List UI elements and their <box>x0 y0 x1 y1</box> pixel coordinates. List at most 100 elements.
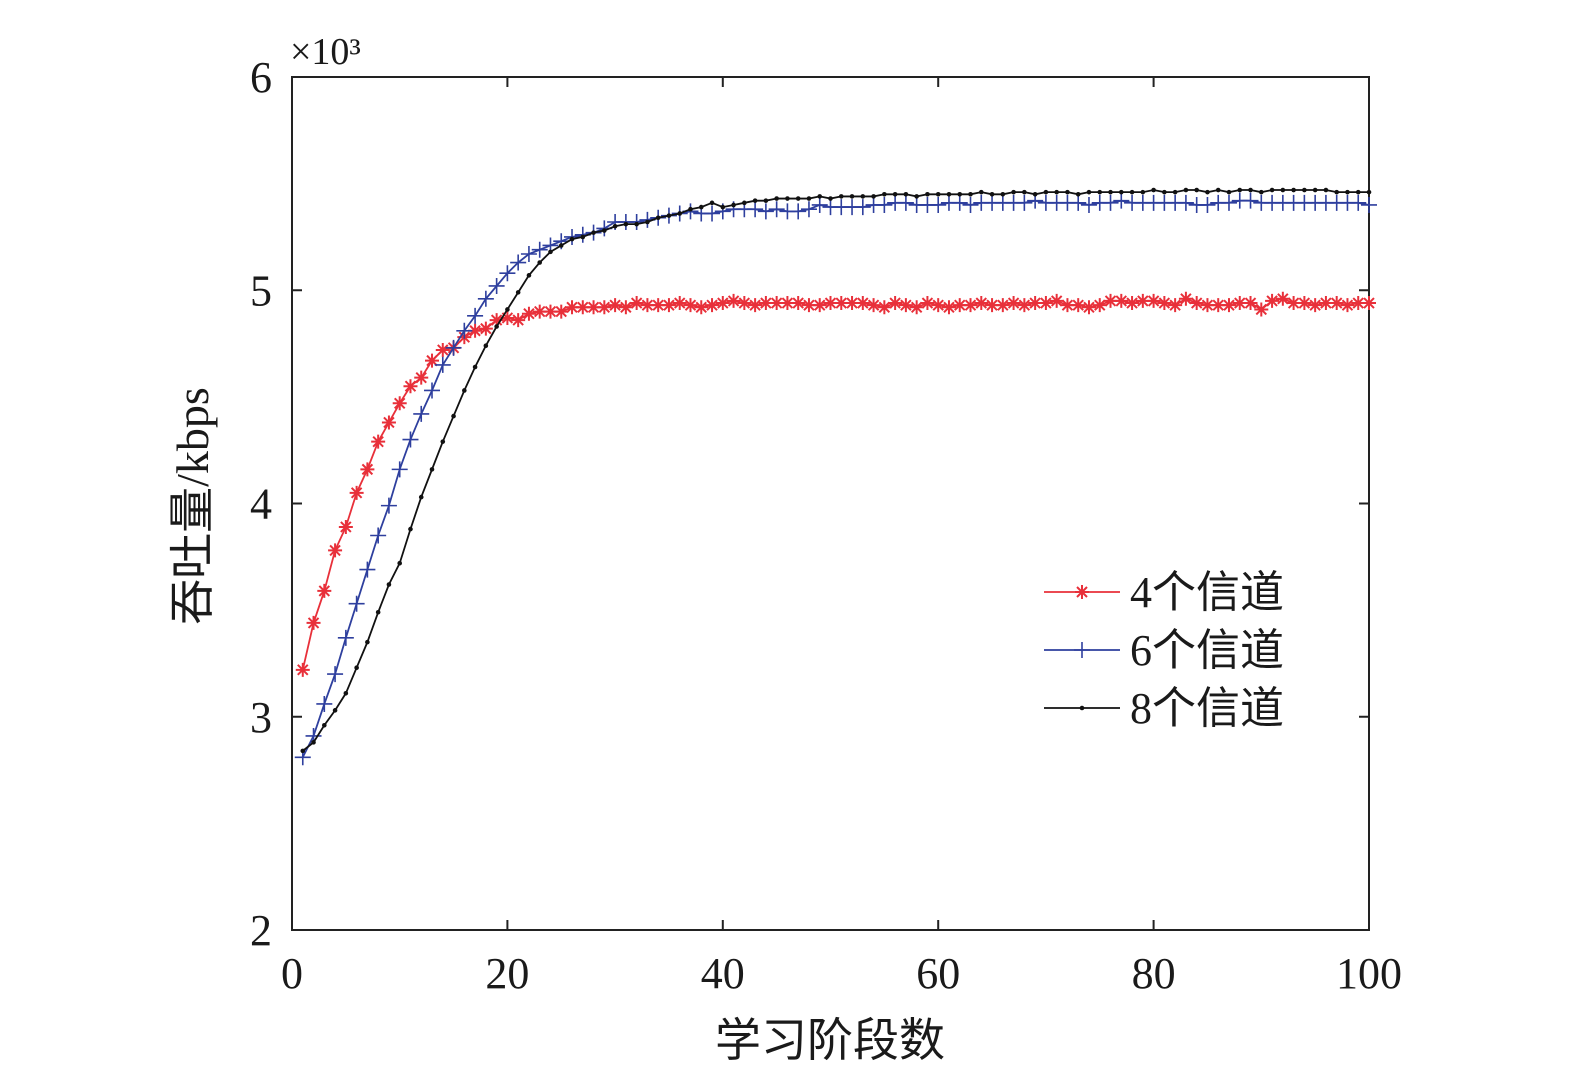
data-point <box>898 298 913 313</box>
data-point <box>941 300 956 315</box>
data-point <box>828 196 833 201</box>
data-point <box>720 204 726 210</box>
data-point <box>1254 302 1269 317</box>
data-point <box>1340 298 1355 313</box>
data-point <box>418 494 424 500</box>
data-point <box>785 196 790 201</box>
data-point <box>811 196 828 213</box>
y-tick-label: 3 <box>250 693 272 742</box>
y-tick-label: 4 <box>250 480 272 529</box>
legend-label: 6个信道 <box>1130 626 1284 675</box>
data-point <box>435 342 450 357</box>
data-point <box>1243 296 1258 311</box>
data-point <box>1172 189 1178 195</box>
data-point <box>1269 187 1275 193</box>
data-point <box>849 194 855 199</box>
data-point <box>747 201 764 218</box>
legend: 4个信道 6个信道 8个信道 <box>1044 568 1284 733</box>
data-point <box>757 203 774 220</box>
data-point <box>451 413 456 419</box>
x-tick-label: 0 <box>281 949 303 998</box>
data-point <box>1032 191 1038 197</box>
data-point <box>569 236 575 242</box>
data-point <box>769 296 784 311</box>
data-point <box>752 198 758 203</box>
series-3 <box>300 187 1372 754</box>
data-point <box>1259 189 1264 195</box>
data-point <box>806 196 812 201</box>
data-point <box>791 296 806 311</box>
data-point <box>951 194 968 211</box>
data-point <box>974 296 989 311</box>
data-point <box>962 196 979 213</box>
data-point <box>871 194 876 199</box>
data-point <box>952 298 967 313</box>
data-point <box>866 298 881 313</box>
data-point <box>467 307 484 324</box>
data-point <box>618 300 633 315</box>
data-point <box>1129 189 1135 195</box>
data-point <box>978 189 984 195</box>
data-point <box>602 228 607 233</box>
data-point <box>1302 187 1307 193</box>
data-point <box>1265 293 1280 308</box>
data-point <box>1028 296 1043 311</box>
data-point <box>478 321 493 336</box>
data-point <box>1049 293 1064 308</box>
data-point <box>391 461 408 478</box>
data-point <box>1329 296 1344 311</box>
data-point <box>1318 296 1333 311</box>
data-point <box>677 211 683 216</box>
data-point <box>489 313 504 328</box>
data-point <box>591 230 596 235</box>
data-point <box>317 583 332 598</box>
data-point <box>316 695 333 712</box>
data-point <box>1102 194 1119 211</box>
data-point <box>511 313 526 328</box>
data-point <box>548 249 553 255</box>
data-point <box>768 201 785 218</box>
data-point <box>1038 296 1053 311</box>
data-point <box>1215 187 1221 193</box>
data-point <box>645 219 650 225</box>
data-point <box>1114 293 1129 308</box>
data-point <box>957 191 963 197</box>
data-point <box>845 296 860 311</box>
data-point <box>930 196 947 213</box>
data-point <box>1118 189 1124 195</box>
data-point <box>1183 187 1189 193</box>
data-point <box>1146 293 1161 308</box>
x-tick-label: 60 <box>916 949 960 998</box>
data-point <box>343 690 349 696</box>
data-point <box>1070 194 1087 211</box>
x-tick-label: 100 <box>1336 949 1402 998</box>
data-point <box>1200 298 1215 313</box>
data-point <box>462 388 467 393</box>
data-point <box>629 296 644 311</box>
data-point <box>823 296 838 311</box>
data-point <box>705 298 720 313</box>
series-1 <box>295 291 1376 677</box>
data-point <box>897 194 914 211</box>
data-point <box>1280 187 1286 193</box>
data-point <box>968 191 973 197</box>
data-point <box>348 595 365 612</box>
x-tick-label: 40 <box>701 949 745 998</box>
data-point <box>748 298 763 313</box>
series-2 <box>294 192 1377 766</box>
data-point <box>1189 296 1204 311</box>
data-point <box>1071 298 1086 313</box>
data-point <box>1232 296 1247 311</box>
data-point <box>795 196 801 201</box>
data-point <box>688 206 693 212</box>
data-point <box>370 527 387 544</box>
data-point <box>1065 189 1070 195</box>
data-point <box>1211 298 1226 313</box>
data-point <box>935 191 941 197</box>
data-point <box>888 296 903 311</box>
data-point <box>434 356 451 373</box>
data-point <box>651 298 666 313</box>
data-point <box>521 306 536 321</box>
data-point <box>1275 291 1290 306</box>
